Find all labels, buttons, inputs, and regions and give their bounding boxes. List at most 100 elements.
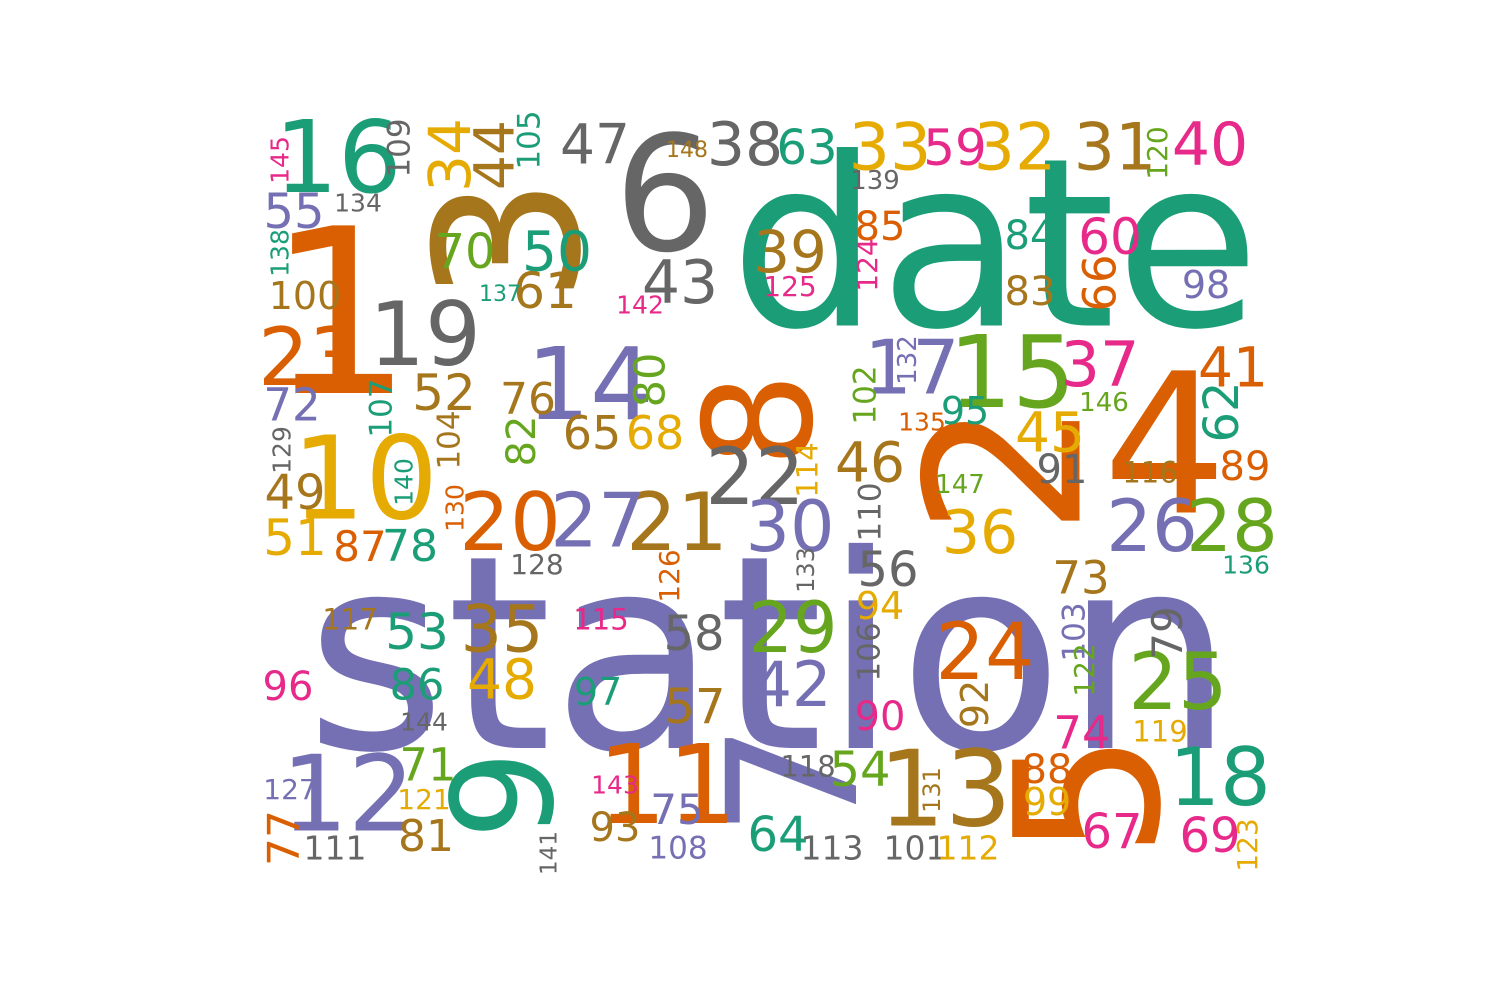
word-107: 107 [363, 378, 400, 438]
word-36: 36 [941, 498, 1019, 568]
word-114: 114 [790, 442, 825, 498]
word-127: 127 [263, 773, 317, 806]
word-48: 48 [467, 647, 537, 712]
word-126: 126 [653, 549, 686, 603]
word-28: 28 [1186, 484, 1278, 568]
word-93: 93 [589, 805, 641, 851]
word-72: 72 [263, 378, 321, 432]
word-145: 145 [265, 136, 295, 184]
word-50: 50 [522, 219, 592, 284]
word-35: 35 [460, 592, 544, 668]
word-21: 21 [626, 476, 728, 569]
word-94: 94 [855, 584, 905, 628]
word-98: 98 [1181, 263, 1231, 307]
word-82: 82 [499, 415, 545, 467]
word-87: 87 [333, 522, 387, 571]
word-146: 146 [1079, 388, 1129, 418]
word-56: 56 [857, 542, 919, 598]
word-13: 13 [878, 728, 1012, 851]
word-59: 59 [923, 119, 987, 177]
word-32: 32 [973, 110, 1057, 186]
word-112: 112 [936, 828, 1000, 868]
word-81: 81 [398, 811, 454, 862]
word-92: 92 [953, 679, 997, 729]
word-95: 95 [940, 389, 990, 433]
word-140: 140 [389, 458, 419, 506]
word-78: 78 [382, 521, 438, 572]
word-125: 125 [763, 270, 817, 303]
word-122: 122 [1068, 643, 1101, 697]
word-66: 66 [1073, 254, 1127, 312]
word-27: 27 [550, 476, 646, 565]
word-69: 69 [1179, 808, 1241, 864]
word-110: 110 [852, 482, 889, 542]
word-83: 83 [1004, 269, 1056, 315]
word-64: 64 [747, 807, 809, 863]
word-113: 113 [800, 828, 864, 868]
word-123: 123 [1231, 818, 1264, 872]
word-73: 73 [1052, 551, 1110, 605]
word-74: 74 [1053, 706, 1111, 760]
word-131: 131 [918, 767, 946, 813]
word-79: 79 [1143, 606, 1192, 660]
word-63: 63 [776, 120, 838, 176]
word-99: 99 [1022, 780, 1072, 824]
word-118: 118 [780, 749, 836, 784]
word-33: 33 [848, 110, 932, 186]
word-115: 115 [573, 602, 629, 637]
word-12: 12 [281, 733, 415, 856]
word-20: 20 [459, 476, 561, 569]
word-55: 55 [263, 184, 325, 240]
word-26: 26 [1106, 484, 1198, 568]
word-85: 85 [854, 204, 906, 250]
word-148: 148 [666, 138, 708, 163]
word-124: 124 [851, 238, 884, 292]
word-29: 29 [748, 587, 838, 669]
word-40: 40 [1171, 110, 1249, 180]
word-120: 120 [1141, 126, 1174, 180]
word-136: 136 [1222, 550, 1270, 580]
word-144: 144 [400, 707, 448, 737]
word-25: 25 [1128, 638, 1228, 728]
word-37: 37 [1060, 328, 1140, 401]
word-42: 42 [752, 648, 832, 721]
word-109: 109 [381, 118, 418, 178]
word-11: 11 [597, 721, 737, 849]
word-137: 137 [479, 282, 521, 307]
word-101: 101 [883, 828, 947, 868]
word-130: 130 [440, 484, 470, 532]
word-138: 138 [265, 229, 295, 277]
word-86: 86 [389, 660, 445, 711]
word-117: 117 [322, 602, 378, 637]
word-23: 23 [258, 311, 360, 404]
word-61: 61 [513, 262, 577, 320]
word-18: 18 [1169, 731, 1271, 824]
word-62: 62 [1194, 381, 1250, 443]
word-22: 22 [705, 433, 805, 523]
word-84: 84 [1004, 213, 1056, 259]
word-57: 57 [664, 679, 726, 735]
word-121: 121 [397, 783, 451, 816]
word-106: 106 [851, 622, 888, 682]
word-16: 16 [274, 99, 402, 216]
word-43: 43 [641, 248, 719, 318]
word-134: 134 [334, 188, 382, 218]
word-53: 53 [385, 603, 449, 661]
word-76: 76 [500, 374, 556, 425]
word-89: 89 [1219, 444, 1271, 490]
word-88: 88 [1021, 747, 1073, 793]
word-10: 10 [291, 412, 439, 547]
word-41: 41 [1198, 335, 1268, 400]
word-68: 68 [625, 406, 685, 460]
word-102: 102 [847, 365, 884, 425]
word-116: 116 [1122, 455, 1178, 490]
word-39: 39 [753, 218, 827, 286]
word-77: 77 [259, 810, 310, 866]
word-15: 15 [948, 314, 1076, 431]
word-1: 1 [266, 181, 414, 448]
word-139: 139 [850, 166, 900, 196]
word-71: 71 [399, 738, 457, 792]
word-14: 14 [526, 326, 654, 443]
word-141: 141 [536, 831, 563, 875]
word-119: 119 [1132, 714, 1188, 749]
